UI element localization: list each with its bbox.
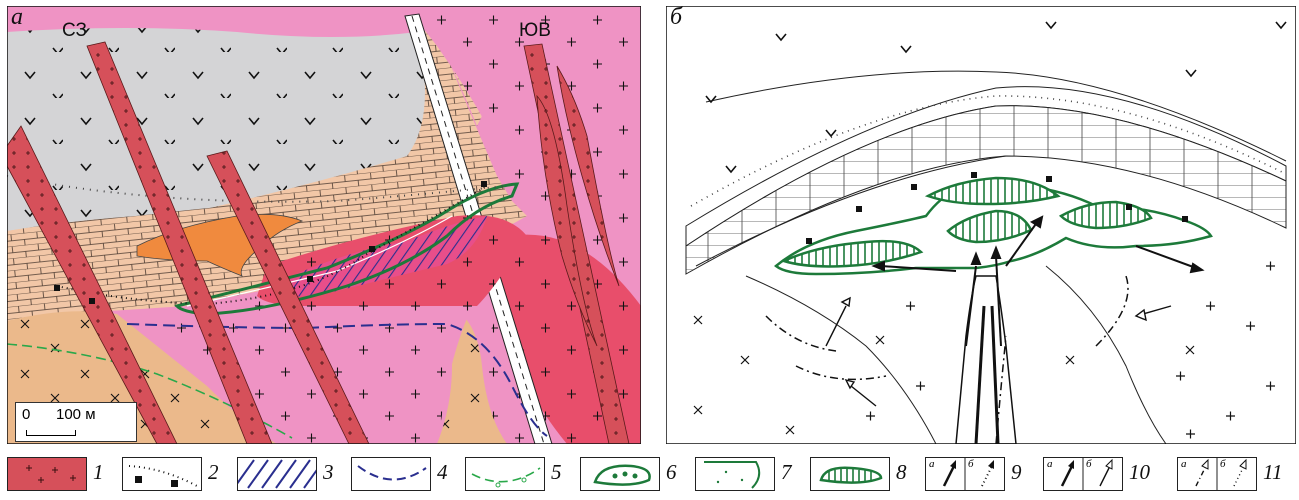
legend-number: 1 — [93, 460, 104, 484]
legend-symbol-6 — [580, 457, 660, 491]
legend-sub-a: а — [1181, 458, 1187, 470]
legend-number: 7 — [781, 460, 792, 484]
legend-number: 2 — [208, 460, 219, 484]
legend-number: 5 — [551, 460, 562, 484]
legend-item-4: 4 — [351, 455, 461, 493]
legend-item-8: 8 — [810, 455, 920, 493]
legend: 1 2 3 4 5 6 7 8 а б 9 а б 10 а б 11 — [7, 455, 1297, 495]
legend-symbol-2 — [122, 457, 202, 491]
legend-symbol-5 — [465, 457, 545, 491]
legend-item-3: 3 — [237, 455, 347, 493]
panel-b-drawing — [666, 6, 1296, 444]
scale-bar: 0 100 м — [15, 402, 137, 442]
panel-a-label: а — [11, 4, 23, 30]
legend-item-5: 5 — [465, 455, 575, 493]
legend-symbol-7 — [695, 457, 775, 491]
panel-b-model: б — [666, 4, 1296, 444]
scale-bar-line — [26, 430, 76, 436]
legend-item-6: 6 — [580, 455, 690, 493]
legend-number: 6 — [666, 460, 677, 484]
legend-item-1: 1 — [7, 455, 117, 493]
panel-b-label: б — [670, 4, 683, 30]
legend-item-10: а б 10 — [1043, 455, 1163, 493]
direction-northwest-label: СЗ — [62, 20, 87, 41]
legend-symbol-4 — [351, 457, 431, 491]
legend-sub-b: б — [1086, 458, 1092, 470]
legend-item-2: 2 — [122, 455, 232, 493]
legend-number: 10 — [1129, 460, 1150, 484]
panel-a-cross-section: а СЗ ЮВ 0 100 м — [7, 4, 641, 444]
legend-sub-a: а — [1047, 458, 1053, 470]
legend-number: 9 — [1011, 460, 1022, 484]
legend-sub-a: а — [929, 458, 935, 470]
legend-symbol-1 — [7, 457, 87, 491]
panel-a-drawing — [7, 6, 641, 444]
legend-number: 8 — [896, 460, 907, 484]
legend-number: 4 — [437, 460, 448, 484]
legend-symbol-3 — [237, 457, 317, 491]
legend-sub-b: б — [968, 458, 974, 470]
direction-southeast-label: ЮВ — [519, 20, 551, 41]
legend-number: 3 — [323, 460, 334, 484]
legend-number: 11 — [1263, 460, 1283, 484]
legend-symbol-8 — [810, 457, 890, 491]
scale-end-label: 100 м — [56, 406, 96, 423]
legend-item-7: 7 — [695, 455, 805, 493]
legend-item-11: а б 11 — [1177, 455, 1297, 493]
legend-sub-b: б — [1220, 458, 1226, 470]
scale-start-label: 0 — [22, 406, 31, 423]
